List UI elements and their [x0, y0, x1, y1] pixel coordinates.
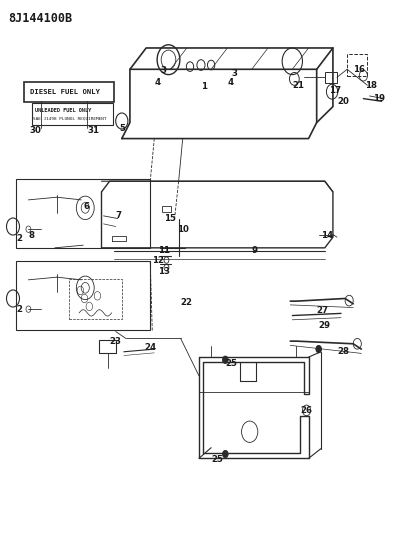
Text: 17: 17	[328, 86, 340, 95]
Text: 2: 2	[16, 305, 22, 313]
Text: 25: 25	[211, 455, 222, 464]
Bar	[162, 206, 170, 212]
Text: 4: 4	[154, 78, 160, 87]
Text: SAE J1498 PLUNOL REQUIREMENT: SAE J1498 PLUNOL REQUIREMENT	[33, 116, 107, 120]
Text: 14: 14	[320, 231, 332, 240]
Text: 30: 30	[29, 126, 41, 135]
Text: 16: 16	[352, 65, 365, 74]
Bar	[69, 279, 122, 319]
Text: 15: 15	[164, 214, 176, 223]
Text: 12: 12	[152, 256, 164, 264]
Text: 10: 10	[176, 225, 188, 233]
Bar	[32, 103, 113, 125]
Text: 2: 2	[16, 235, 22, 243]
Text: 20: 20	[336, 97, 348, 106]
Text: 9: 9	[251, 246, 257, 255]
Text: 28: 28	[336, 348, 348, 356]
Text: 24: 24	[144, 343, 156, 352]
Text: 13: 13	[158, 268, 170, 276]
Text: 11: 11	[158, 246, 170, 255]
Text: 27: 27	[316, 306, 328, 314]
Text: 29: 29	[318, 321, 330, 329]
Bar	[324, 72, 336, 83]
Text: 4: 4	[227, 78, 233, 87]
Text: 3: 3	[231, 69, 237, 78]
Text: 1: 1	[200, 82, 207, 91]
Text: 21: 21	[292, 81, 304, 90]
Circle shape	[222, 450, 228, 458]
Bar	[16, 261, 150, 330]
Text: 8: 8	[28, 231, 34, 240]
Circle shape	[315, 345, 321, 353]
Text: 8J144100B: 8J144100B	[8, 12, 72, 25]
Bar	[346, 54, 367, 76]
Text: 26: 26	[300, 406, 312, 415]
Text: 6: 6	[83, 203, 89, 211]
Text: 5: 5	[119, 125, 125, 133]
Text: DIESEL FUEL ONLY: DIESEL FUEL ONLY	[30, 89, 100, 95]
Bar	[16, 179, 150, 248]
Circle shape	[222, 356, 228, 364]
Text: 31: 31	[87, 126, 99, 135]
Text: 22: 22	[180, 298, 192, 307]
Text: 19: 19	[373, 94, 385, 103]
Text: 18: 18	[364, 81, 377, 90]
Text: 3: 3	[160, 66, 166, 75]
Text: UNLEADED FUEL ONLY: UNLEADED FUEL ONLY	[34, 108, 91, 113]
Bar	[99, 340, 115, 353]
Text: 7: 7	[115, 212, 122, 220]
Text: 23: 23	[109, 337, 122, 345]
Text: 25: 25	[225, 359, 237, 368]
Bar	[24, 82, 113, 102]
